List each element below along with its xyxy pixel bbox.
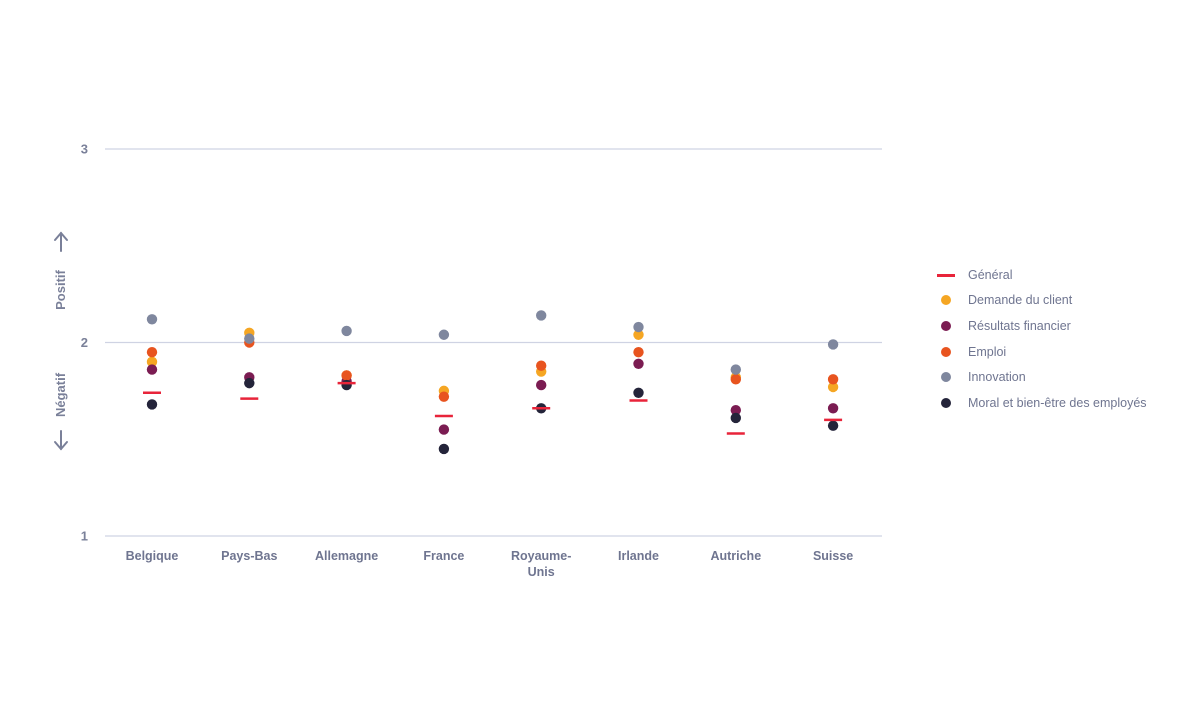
mark-emploi-0 <box>146 346 158 358</box>
mark-moral-et-bien-tre-des-employ-s-1 <box>244 377 255 389</box>
legend-item: Résultats financier <box>937 313 1147 339</box>
mark-innovation-4 <box>536 310 547 321</box>
legend-swatch-icon <box>937 371 961 383</box>
legend: Général Demande du client Résultats financ… <box>937 262 1147 416</box>
mark-emploi-2 <box>341 370 352 381</box>
x-label-2: Allemagne <box>315 549 378 563</box>
y-gridlines <box>105 148 882 537</box>
legend-swatch-icon <box>937 269 961 281</box>
mark-innovation-2 <box>341 325 352 337</box>
x-label-0: Belgique <box>126 549 179 563</box>
mark-r-sultats-financier-6 <box>730 405 741 416</box>
legend-label: Emploi <box>968 344 1007 359</box>
legend-label: Résultats financier <box>968 318 1071 333</box>
mark-innovation-6 <box>730 364 741 375</box>
mark-innovation-7 <box>827 339 839 350</box>
y-tick-1: 1 <box>81 529 88 544</box>
mark-r-sultats-financier-5 <box>633 358 644 369</box>
legend-item: Demande du client <box>937 288 1147 314</box>
mark-moral-et-bien-tre-des-employ-s-7 <box>827 420 839 431</box>
arrow-up-icon <box>54 231 68 252</box>
mark-demande-du-client-7 <box>827 381 839 393</box>
legend-swatch-icon <box>937 320 961 332</box>
legend-item: Général <box>937 262 1147 288</box>
mark-moral-et-bien-tre-des-employ-s-2 <box>341 379 352 391</box>
x-category-labels: Belgique Pays-Bas Allemagne France Royaume-U… <box>126 549 854 579</box>
mark-r-sultats-financier-3 <box>438 424 450 435</box>
legend-item: Moral et bien-être des employés <box>937 390 1147 416</box>
mark-demande-du-client-0 <box>146 356 158 368</box>
y-tick-2: 2 <box>81 335 88 350</box>
mark-moral-et-bien-tre-des-employ-s-3 <box>438 443 450 455</box>
mark-r-sultats-financier-4 <box>536 379 547 391</box>
x-label-3: France <box>423 549 464 563</box>
legend-item: Innovation <box>937 364 1147 390</box>
legend-swatch-icon <box>937 294 961 306</box>
mark-emploi-7 <box>827 374 839 385</box>
mark-innovation-1 <box>244 333 255 344</box>
mark-emploi-5 <box>633 346 644 358</box>
y-label-positif: Positif <box>53 269 68 309</box>
legend-label: Général <box>968 267 1013 282</box>
mark-innovation-0 <box>146 314 158 325</box>
x-label-6: Autriche <box>710 549 761 563</box>
legend-label: Moral et bien-être des employés <box>968 395 1147 410</box>
legend-item: Emploi <box>937 339 1147 365</box>
mark-moral-et-bien-tre-des-employ-s-5 <box>633 387 644 399</box>
mark-emploi-3 <box>438 391 450 402</box>
legend-label: Demande du client <box>968 293 1073 308</box>
mark-emploi-6 <box>730 374 741 385</box>
legend-swatch-icon <box>937 397 961 409</box>
y-tick-labels: 1 2 3 <box>81 142 88 544</box>
y-label-negatif: Négatif <box>53 372 68 417</box>
data-marks <box>143 310 843 455</box>
x-label-7: Suisse <box>813 549 853 563</box>
mark-r-sultats-financier-0 <box>146 364 158 375</box>
mark-moral-et-bien-tre-des-employ-s-6 <box>730 412 741 424</box>
x-label-1: Pays-Bas <box>221 549 277 563</box>
mark-demande-du-client-5 <box>633 329 644 340</box>
mark-moral-et-bien-tre-des-employ-s-0 <box>146 399 158 410</box>
mark-innovation-3 <box>438 329 450 340</box>
y-tick-3: 3 <box>81 142 88 157</box>
mark-emploi-4 <box>536 360 547 371</box>
arrow-down-icon <box>54 430 68 451</box>
y-axis-annotation: Positif Négatif <box>53 231 68 451</box>
x-label-5: Irlande <box>618 549 659 563</box>
mark-r-sultats-financier-7 <box>827 403 839 414</box>
x-label-4: Royaume-Unis <box>511 549 571 579</box>
mark-innovation-5 <box>633 321 644 333</box>
legend-swatch-icon <box>937 346 961 358</box>
legend-label: Innovation <box>968 370 1026 385</box>
